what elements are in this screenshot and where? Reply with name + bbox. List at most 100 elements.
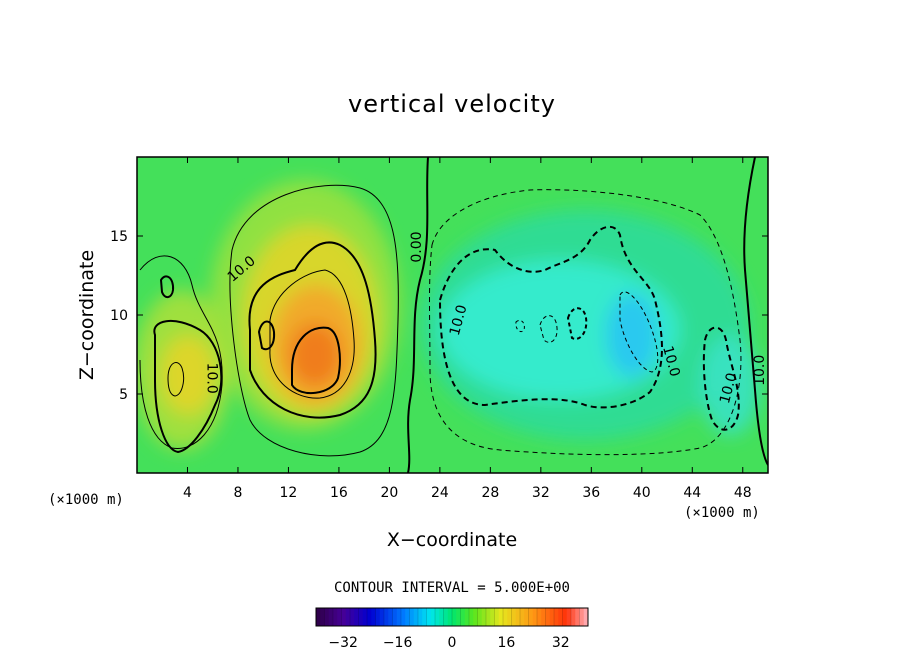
colorbar-swatch: [541, 608, 546, 626]
colorbar-swatch: [566, 608, 572, 626]
shade-downdraft-right: [700, 335, 760, 435]
colorbar-swatch: [469, 608, 474, 626]
colorbar-swatch: [545, 608, 551, 626]
colorbar-swatch: [320, 608, 325, 626]
contour-interval-label: CONTOUR INTERVAL = 5.000E+00: [334, 580, 570, 596]
colorbar-swatch: [439, 608, 444, 626]
contour-label: 10.0: [752, 355, 768, 386]
colorbar-swatch: [350, 608, 355, 626]
contour-label: 0.00: [409, 231, 425, 262]
colorbar-swatch: [558, 608, 563, 626]
contour-lines: [139, 157, 768, 473]
colorbar-swatch: [507, 608, 512, 626]
colorbar-tick-label: 0: [448, 635, 457, 651]
colorbar-swatch: [333, 608, 338, 626]
shade-left-inner: [160, 335, 216, 415]
colorbar-swatch: [435, 608, 440, 626]
colorbar-swatch: [515, 608, 521, 626]
x-tick-label: 16: [330, 485, 348, 501]
contour-pos10-small2: [257, 320, 276, 351]
colorbar-swatch: [579, 608, 585, 626]
plot-area: [137, 157, 768, 473]
colorbar-ticks: −32 −16 0 16 32: [328, 635, 569, 651]
colorbar-swatch: [430, 608, 436, 626]
colorbar-swatch: [575, 608, 580, 626]
colorbar-swatch: [511, 608, 517, 626]
contour-pos20-core: [291, 326, 341, 395]
x-unit-left: (×1000 m): [48, 492, 124, 508]
colorbar-swatch: [532, 608, 538, 626]
contour-label: 10.0: [204, 363, 220, 394]
colorbar-swatch: [328, 608, 334, 626]
colorbar-tick-label: −32: [328, 635, 358, 651]
contour-label: 10.0: [717, 371, 741, 405]
colorbar-swatch: [354, 608, 359, 626]
chart-title: vertical velocity: [348, 90, 556, 118]
colorbar-swatch: [418, 608, 423, 626]
x-tick-label: 36: [582, 485, 600, 501]
colorbar-swatch: [562, 608, 568, 626]
colorbar-tick-label: −16: [383, 635, 413, 651]
colorbar-swatch: [498, 608, 504, 626]
colorbar-swatch: [422, 608, 427, 626]
contour-pos10-main: [248, 241, 377, 419]
contour-pos10-left: [153, 319, 223, 454]
colorbar-swatch: [460, 608, 466, 626]
x-tick-label: 8: [233, 485, 242, 501]
x-tick-label: 44: [683, 485, 701, 501]
x-tick-label: 48: [734, 485, 752, 501]
contour-neg15-core: [619, 291, 659, 373]
colorbar-swatch: [358, 608, 364, 626]
colorbar-swatch: [549, 608, 555, 626]
contour-zero-right: [743, 157, 768, 466]
colorbar-swatch: [371, 608, 376, 626]
colorbar-swatch: [537, 608, 542, 626]
contour-neg15-tiny: [515, 319, 525, 333]
x-tick-label: 12: [280, 485, 298, 501]
colorbar-swatch: [367, 608, 372, 626]
colorbar: [315, 607, 589, 627]
colorbar-swatch: [401, 608, 406, 626]
x-tick-label: 28: [481, 485, 499, 501]
colorbar-swatch: [362, 608, 368, 626]
colorbar-swatch: [426, 608, 432, 626]
colorbar-swatch: [571, 608, 576, 626]
colorbar-swatch: [396, 608, 402, 626]
colorbar-frame: [315, 607, 589, 627]
colorbar-tick-label: 32: [552, 635, 570, 651]
colorbar-swatch: [324, 608, 330, 626]
colorbar-swatch: [486, 608, 491, 626]
x-axis-label: X−coordinate: [387, 529, 517, 551]
x-tick-label: 32: [532, 485, 550, 501]
contour-pos15-main: [269, 269, 355, 399]
contour-pos5-main: [229, 184, 399, 457]
colorbar-swatch: [503, 608, 508, 626]
x-axis: 4 8 12 16 20 24 28 32 36 40 44 48: [183, 157, 752, 501]
colorbar-swatch: [490, 608, 495, 626]
contour-pos10-small: [159, 275, 175, 298]
colorbar-swatch: [528, 608, 534, 626]
colorbar-swatch: [481, 608, 487, 626]
colorbar-swatch: [337, 608, 342, 626]
colorbar-swatch: [520, 608, 525, 626]
colorbar-swatch: [405, 608, 410, 626]
colorbar-swatch: [384, 608, 389, 626]
shade-downdraft-core: [606, 293, 658, 377]
colorbar-swatch: [447, 608, 453, 626]
colorbar-swatch: [524, 608, 529, 626]
colorbar-swatch: [409, 608, 415, 626]
colorbar-swatch: [388, 608, 393, 626]
colorbar-swatch: [443, 608, 449, 626]
contour-label: 10.0: [659, 344, 683, 378]
y-tick-label: 15: [110, 229, 128, 245]
x-unit-right: (×1000 m): [684, 505, 760, 521]
x-tick-label: 40: [633, 485, 651, 501]
colorbar-swatch: [392, 608, 398, 626]
contour-neg10-main: [438, 225, 663, 409]
colorbar-swatch: [464, 608, 470, 626]
colorbar-swatch: [583, 608, 589, 626]
contour-neg10-right: [702, 326, 740, 431]
x-tick-label: 24: [431, 485, 449, 501]
colorbar-swatch: [341, 608, 347, 626]
